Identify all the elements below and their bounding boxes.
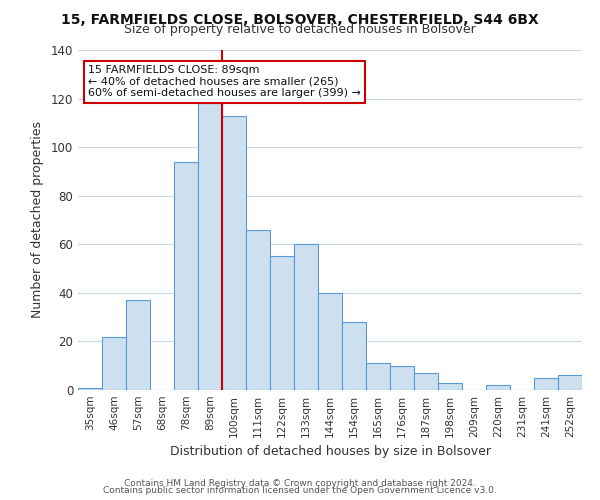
Bar <box>414 373 438 390</box>
Bar <box>486 385 510 390</box>
Bar <box>270 256 294 390</box>
Text: Contains public sector information licensed under the Open Government Licence v3: Contains public sector information licen… <box>103 486 497 495</box>
Text: Size of property relative to detached houses in Bolsover: Size of property relative to detached ho… <box>124 24 476 36</box>
Bar <box>366 364 390 390</box>
Bar <box>126 300 150 390</box>
Text: 15 FARMFIELDS CLOSE: 89sqm
← 40% of detached houses are smaller (265)
60% of sem: 15 FARMFIELDS CLOSE: 89sqm ← 40% of deta… <box>88 66 361 98</box>
Bar <box>198 104 222 390</box>
Bar <box>102 336 126 390</box>
Bar <box>342 322 366 390</box>
Bar <box>558 376 582 390</box>
Text: Contains HM Land Registry data © Crown copyright and database right 2024.: Contains HM Land Registry data © Crown c… <box>124 478 476 488</box>
Y-axis label: Number of detached properties: Number of detached properties <box>31 122 44 318</box>
Bar <box>78 388 102 390</box>
Bar <box>294 244 318 390</box>
X-axis label: Distribution of detached houses by size in Bolsover: Distribution of detached houses by size … <box>170 446 491 458</box>
Bar <box>246 230 270 390</box>
Bar <box>390 366 414 390</box>
Text: 15, FARMFIELDS CLOSE, BOLSOVER, CHESTERFIELD, S44 6BX: 15, FARMFIELDS CLOSE, BOLSOVER, CHESTERF… <box>61 12 539 26</box>
Bar <box>438 382 462 390</box>
Bar <box>318 293 342 390</box>
Bar <box>174 162 198 390</box>
Bar <box>534 378 558 390</box>
Bar <box>222 116 246 390</box>
